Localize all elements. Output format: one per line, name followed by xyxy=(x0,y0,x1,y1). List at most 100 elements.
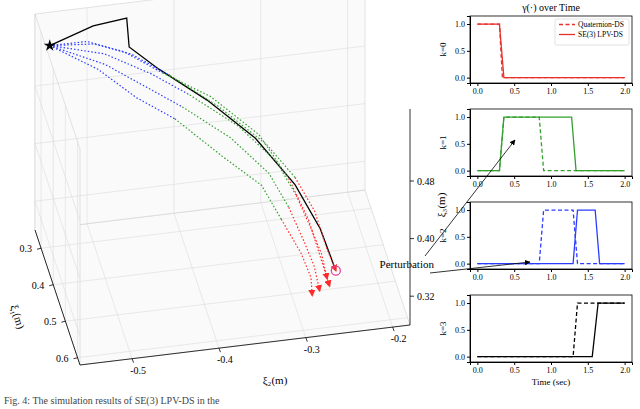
tick-label: 0.0 xyxy=(455,74,465,83)
tick: 2.0 xyxy=(620,176,630,189)
tick xyxy=(410,238,414,239)
tick-mark xyxy=(625,176,626,179)
legend-label: Quaternion-DS xyxy=(578,20,624,29)
tick-mark xyxy=(477,83,478,86)
tick: 1.0 xyxy=(455,113,470,122)
tick-mark xyxy=(551,176,552,179)
tick: 1.0 xyxy=(455,299,470,308)
tick: 1.0 xyxy=(547,362,557,375)
tick xyxy=(410,296,414,297)
trajectory xyxy=(281,219,312,295)
start-marker xyxy=(44,39,56,50)
panel: 0.00.51.01.52.00.00.51.0k=3Time (sec) xyxy=(438,295,633,387)
axis-line xyxy=(80,325,410,365)
tick: 1.5 xyxy=(583,176,593,189)
panel: 0.00.51.01.52.00.00.51.0k=1 xyxy=(438,109,633,189)
tick-label: 0.0 xyxy=(473,87,483,96)
grid-line xyxy=(53,69,54,285)
caption: Fig. 4: The simulation results of SE(3) … xyxy=(4,395,220,407)
frame xyxy=(470,109,632,176)
tick-label: 1.0 xyxy=(455,113,465,122)
plot-3d: 0.30.40.50.6-0.5-0.4-0.3-0.20.320.400.48… xyxy=(7,0,448,387)
tick-label: 1.5 xyxy=(583,87,593,96)
tick-label: 0.5 xyxy=(510,87,520,96)
axis-line xyxy=(467,203,471,270)
gamma-line xyxy=(477,303,624,357)
tick-label: 0.4 xyxy=(32,280,45,291)
frame xyxy=(470,16,632,83)
tick: 1.0 xyxy=(547,176,557,189)
trajectory xyxy=(296,195,327,278)
axis-title: ξ₂(m) xyxy=(263,374,288,387)
tick: 0.0 xyxy=(473,269,483,282)
axis-line xyxy=(35,230,80,365)
gamma-line xyxy=(477,24,624,78)
tick-label: 0.5 xyxy=(455,233,465,242)
legend-box xyxy=(555,19,629,45)
tick-label: 2.0 xyxy=(620,273,630,282)
tick-label: 0.48 xyxy=(417,176,435,187)
tick-mark xyxy=(477,176,478,179)
pane xyxy=(35,14,80,365)
trajectory xyxy=(50,41,163,72)
grid-line xyxy=(35,161,365,201)
tick: 0.5 xyxy=(455,326,470,335)
tick-mark xyxy=(467,264,470,265)
grid-line xyxy=(35,46,365,86)
tick-mark xyxy=(588,269,589,272)
tick: 2.0 xyxy=(620,362,630,375)
tick xyxy=(306,338,308,342)
tick-mark xyxy=(625,83,626,86)
tick-label: 0.0 xyxy=(473,366,483,375)
data xyxy=(477,117,624,171)
tick: 0.5 xyxy=(510,176,520,189)
panel: 0.00.51.01.52.00.00.51.0k=2 xyxy=(438,202,633,282)
grid-line xyxy=(41,208,371,248)
axis-line xyxy=(471,177,633,180)
tick-label: 0.32 xyxy=(417,291,435,302)
tick-label: 1.0 xyxy=(455,20,465,29)
axis-x: 0.30.40.50.6 xyxy=(20,230,80,365)
grid-line xyxy=(87,8,88,224)
tick-label: 2.0 xyxy=(620,87,630,96)
legend-swatch xyxy=(559,24,575,25)
tick-label: -0.3 xyxy=(304,344,320,355)
grid-line xyxy=(35,144,80,279)
tick-label: 0.6 xyxy=(56,353,69,364)
grid-line xyxy=(260,0,261,203)
x-axis: 0.00.51.01.52.0 xyxy=(471,269,633,282)
pane xyxy=(35,0,365,230)
x-axis: 0.00.51.01.52.0 xyxy=(471,83,633,96)
tick-label: -0.5 xyxy=(130,365,146,376)
tick: 0.5 xyxy=(455,233,470,242)
grid-line xyxy=(87,224,132,359)
tick-mark xyxy=(467,237,470,238)
tick xyxy=(132,359,134,363)
annotation-arrow xyxy=(425,140,515,256)
grid-line xyxy=(78,318,408,358)
tick-label: 0.5 xyxy=(510,273,520,282)
tick: 1.0 xyxy=(455,20,470,29)
axis-line xyxy=(467,296,471,363)
axis-title: Time (sec) xyxy=(532,377,570,387)
trajectory xyxy=(289,179,330,287)
trajectory xyxy=(289,207,320,290)
axis-line xyxy=(471,270,633,273)
data xyxy=(477,303,624,357)
tick-label: 0.40 xyxy=(417,233,435,244)
tick xyxy=(37,248,41,249)
y-axis: 0.00.51.0 xyxy=(455,296,471,363)
grid-line xyxy=(174,213,219,348)
tick-label: 1.5 xyxy=(583,180,593,189)
tick-mark xyxy=(625,269,626,272)
tick-mark xyxy=(514,83,515,86)
axis-title: k=3 xyxy=(438,321,448,336)
tick-label: 1.5 xyxy=(583,366,593,375)
tick-label: 0.5 xyxy=(510,180,520,189)
annotation-text: Perturbation xyxy=(380,258,435,270)
tick-label: 1.0 xyxy=(547,273,557,282)
data xyxy=(44,18,341,295)
annotation: Perturbation xyxy=(380,140,530,273)
tick xyxy=(61,321,65,322)
tick-mark xyxy=(588,362,589,365)
